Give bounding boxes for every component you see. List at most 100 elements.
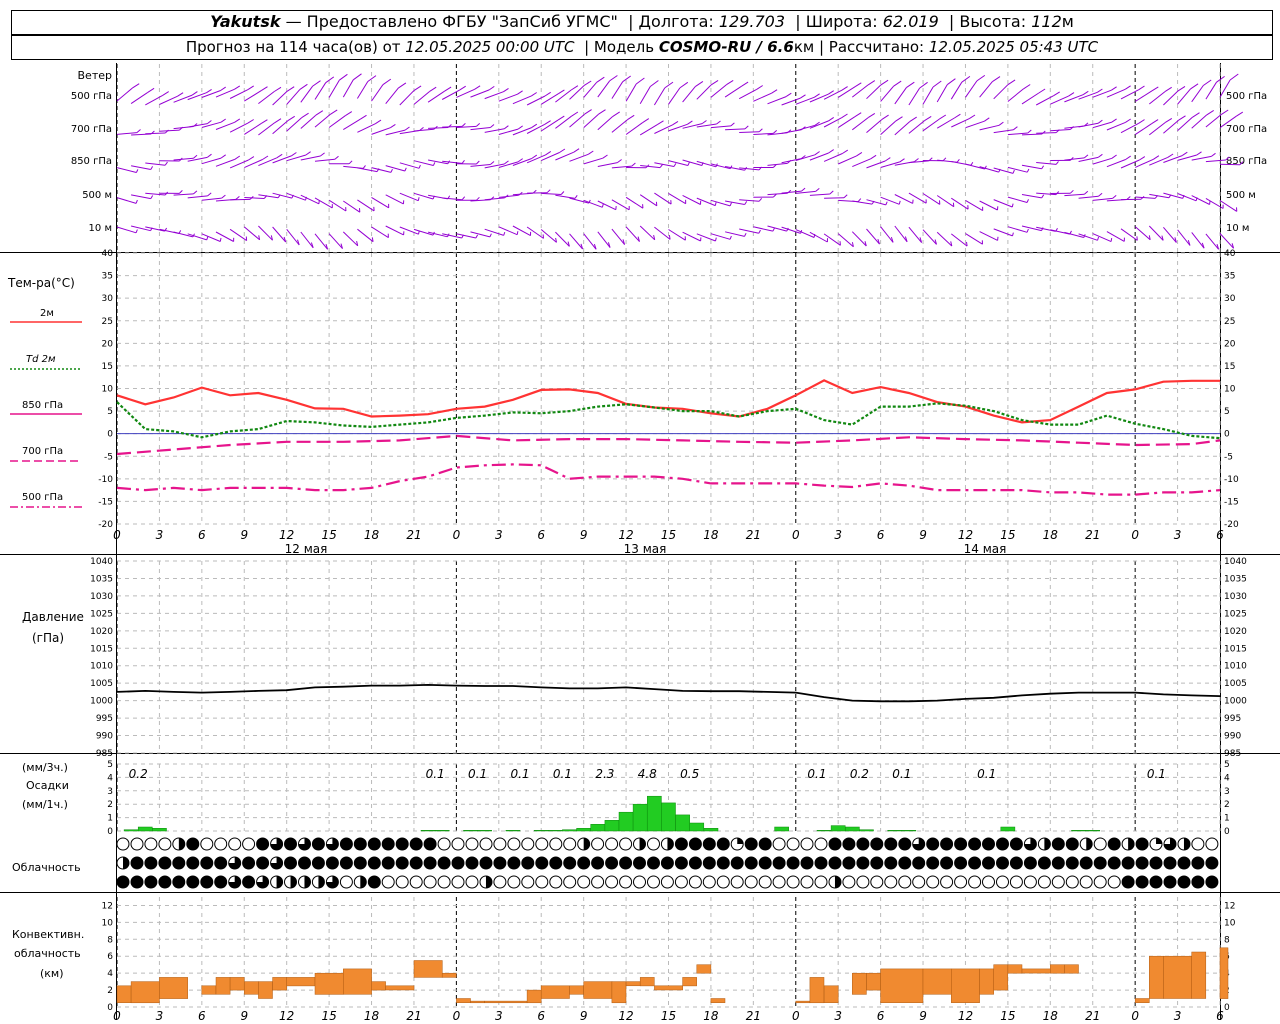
hour-label: 15	[1000, 528, 1015, 542]
wind-barb	[229, 89, 249, 99]
wind-barb-feather	[1221, 109, 1229, 115]
cloud-symbol-fill	[1094, 857, 1107, 869]
hour-label: 21	[746, 528, 761, 542]
hour-label: 15	[321, 528, 336, 542]
cloud-symbol-fill	[256, 838, 269, 850]
wind-barb	[1120, 228, 1138, 241]
wind-barb	[187, 123, 208, 128]
wind-barb-feather	[193, 154, 198, 159]
wind-barb	[852, 158, 871, 168]
wind-barb	[569, 113, 586, 128]
wind-barb-feather	[1098, 192, 1103, 197]
cloud-symbol-fill	[290, 876, 297, 888]
wind-barb	[442, 125, 463, 128]
wind-barb-feather	[559, 148, 566, 153]
wind-barb-feather	[664, 81, 674, 89]
wind-barb-feather	[1225, 156, 1230, 161]
cloud-symbol-fill	[1122, 857, 1135, 869]
conv-cloud-bar	[852, 972, 867, 995]
cloud-symbol	[395, 875, 409, 889]
wind-barb	[767, 96, 787, 105]
wind-barb-feather	[756, 85, 763, 90]
conv-cloud-bar	[682, 977, 697, 987]
wind-barb	[399, 192, 419, 202]
wind-barb	[597, 200, 617, 211]
wind-barb-feather	[673, 163, 677, 167]
wind-barb	[1135, 196, 1156, 199]
wind-barb	[597, 116, 614, 131]
cloud-symbol-fill	[689, 838, 702, 850]
wind-barb-feather	[829, 190, 834, 195]
temp-500-line	[116, 463, 1221, 496]
y-tick-label-right: 1030	[1224, 592, 1247, 602]
conv-cloud-bar	[1163, 955, 1192, 999]
wind-barb-feather	[842, 149, 849, 154]
wind-barb-feather	[461, 196, 466, 201]
wind-barb-feather	[785, 92, 792, 98]
wind-barb	[145, 94, 164, 106]
wind-barb-feather	[1026, 199, 1029, 203]
wind-barb-feather	[668, 235, 671, 240]
hour-label-bottom: 15	[1000, 1009, 1015, 1023]
wind-barb	[116, 226, 137, 234]
wind-barb	[1050, 95, 1069, 105]
wind-level-500m-right: 500 м	[1226, 190, 1256, 201]
cloud-symbol-fill	[1080, 857, 1093, 869]
wind-barb	[1092, 89, 1112, 98]
wind-barb	[1106, 121, 1126, 131]
cloud-symbol	[507, 875, 521, 889]
wind-barb-feather	[206, 153, 212, 158]
wind-barb	[682, 86, 696, 103]
precip-bar	[675, 814, 690, 832]
wind-barb	[739, 131, 760, 133]
cloud-symbol-fill	[1122, 876, 1135, 888]
wind-barb	[1021, 194, 1042, 199]
temp-850-line	[116, 434, 1221, 456]
wind-barb-feather	[1026, 168, 1030, 173]
wind-barb	[1177, 154, 1197, 161]
temp-lines	[116, 379, 1221, 496]
y-tick-label: 6	[107, 952, 113, 962]
wind-barb	[1106, 88, 1126, 98]
cloud-symbol-fill	[639, 838, 646, 850]
wind-barb	[823, 89, 843, 100]
wind-barb-feather	[221, 194, 226, 199]
wind-barb	[767, 225, 787, 232]
cloud-symbol-fill	[144, 857, 157, 869]
wind-barb-feather	[503, 231, 506, 236]
y-tick-label-right: 4	[1224, 773, 1230, 783]
wind-barb-feather	[371, 237, 374, 242]
y-tick-label: 12	[102, 901, 113, 911]
wind-barb	[922, 193, 941, 205]
cloud-symbol	[940, 875, 954, 889]
wind-barbs	[116, 64, 1244, 252]
y-tick-label-right: 2	[1224, 800, 1230, 810]
y-tick-label: 5	[107, 407, 113, 417]
wind-barb-feather	[283, 236, 287, 243]
wind-barb	[1219, 200, 1238, 212]
cloud-symbol	[535, 837, 549, 851]
wind-barb-feather	[714, 202, 717, 206]
cloud-symbol-fill	[1038, 857, 1051, 869]
wind-barb-feather	[570, 85, 579, 91]
cloud-symbol	[968, 875, 982, 889]
cloud-symbol-fill	[242, 857, 255, 869]
wind-barb-feather	[1187, 240, 1191, 246]
wind-barb-feather	[851, 242, 854, 247]
wind-barb	[908, 120, 925, 134]
wind-barb-feather	[1084, 190, 1089, 195]
conv-cloud-bar	[625, 981, 641, 987]
wind-barb	[484, 197, 505, 201]
wind-barb-feather	[885, 201, 888, 206]
conv-cloud-bar	[639, 977, 655, 987]
hour-label: 9	[919, 528, 927, 542]
y-tick-label: 5	[107, 760, 113, 770]
wind-barb	[1134, 226, 1151, 241]
wind-barb-feather	[890, 236, 894, 243]
conv-cloud-bar	[470, 1000, 485, 1004]
wind-barb-feather	[193, 190, 198, 195]
wind-barb	[258, 157, 277, 167]
wind-barb	[130, 91, 148, 105]
wind-barb	[215, 231, 234, 242]
